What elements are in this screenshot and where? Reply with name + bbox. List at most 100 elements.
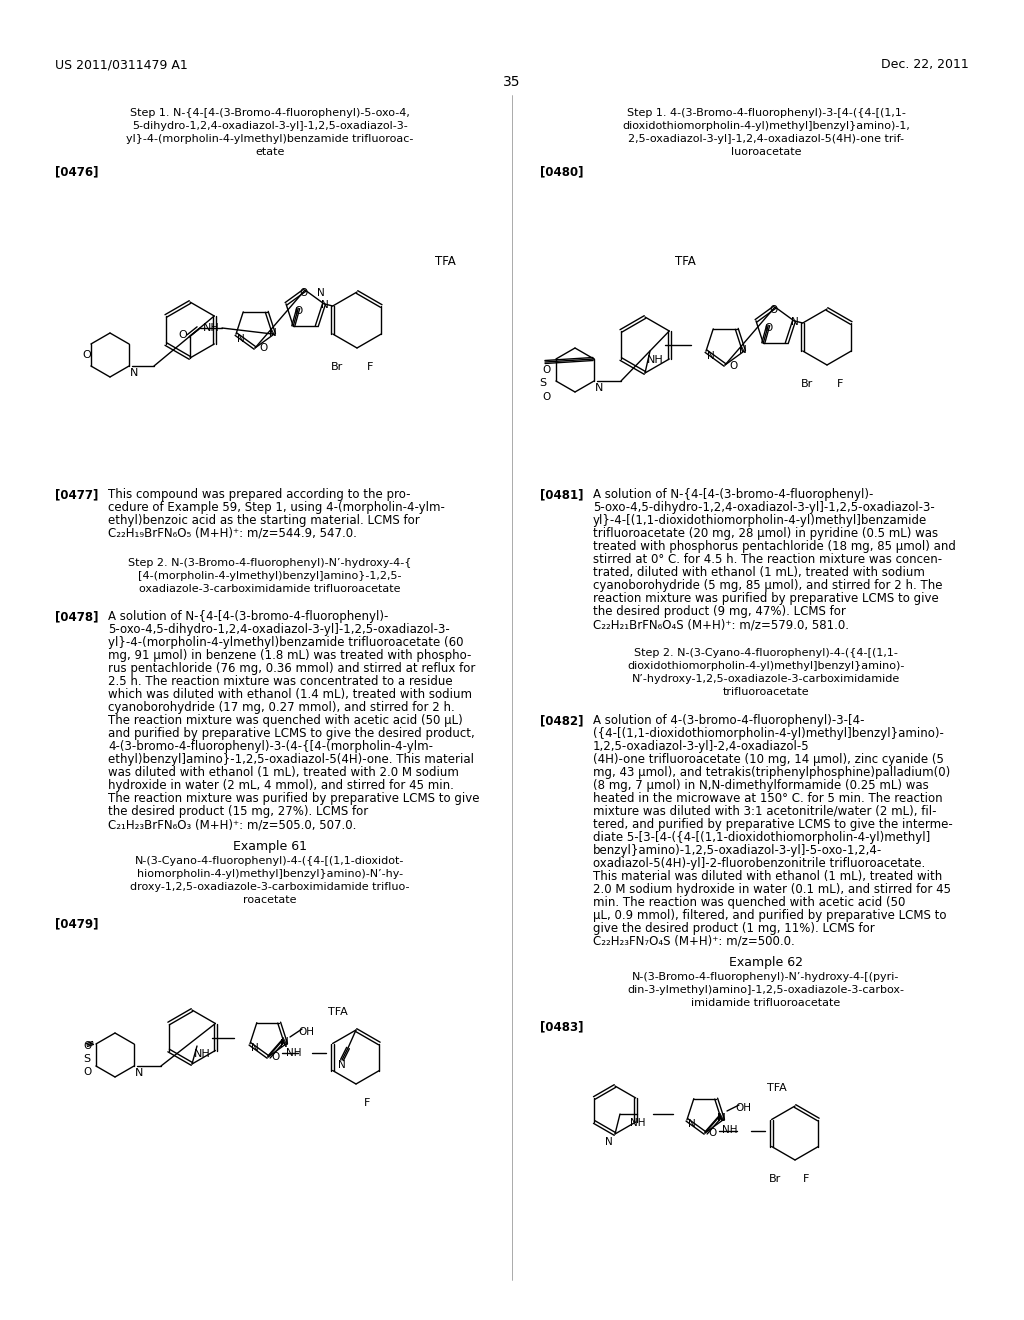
Text: TFA: TFA (328, 1007, 348, 1016)
Text: A solution of N-{4-[4-(3-bromo-4-fluorophenyl)-: A solution of N-{4-[4-(3-bromo-4-fluorop… (593, 488, 873, 502)
Text: ethyl)benzyl]amino}-1,2,5-oxadiazol-5(4H)-one. This material: ethyl)benzyl]amino}-1,2,5-oxadiazol-5(4H… (108, 752, 474, 766)
Text: N: N (269, 327, 276, 338)
Text: O: O (178, 330, 186, 341)
Text: O: O (259, 343, 267, 352)
Text: F: F (364, 1098, 371, 1107)
Text: [4-(morpholin-4-ylmethyl)benzyl]amino}-1,2,5-: [4-(morpholin-4-ylmethyl)benzyl]amino}-1… (138, 572, 401, 581)
Text: O: O (271, 1052, 280, 1063)
Text: (8 mg, 7 μmol) in N,N-dimethylformamide (0.25 mL) was: (8 mg, 7 μmol) in N,N-dimethylformamide … (593, 779, 929, 792)
Text: [0476]: [0476] (55, 165, 98, 178)
Text: N: N (130, 368, 138, 378)
Text: NH: NH (203, 323, 220, 333)
Text: F: F (837, 379, 844, 389)
Text: 5-dihydro-1,2,4-oxadiazol-3-yl]-1,2,5-oxadiazol-3-: 5-dihydro-1,2,4-oxadiazol-3-yl]-1,2,5-ox… (132, 121, 408, 131)
Text: min. The reaction was quenched with acetic acid (50: min. The reaction was quenched with acet… (593, 896, 905, 909)
Text: yl}-4-[(1,1-dioxidothiomorpholin-4-yl)methyl]benzamide: yl}-4-[(1,1-dioxidothiomorpholin-4-yl)me… (593, 513, 928, 527)
Text: N-(3-Cyano-4-fluorophenyl)-4-({4-[(1,1-dioxidot-: N-(3-Cyano-4-fluorophenyl)-4-({4-[(1,1-d… (135, 855, 404, 866)
Text: OH: OH (735, 1104, 751, 1113)
Text: rus pentachloride (76 mg, 0.36 mmol) and stirred at reflux for: rus pentachloride (76 mg, 0.36 mmol) and… (108, 663, 475, 675)
Text: F: F (367, 362, 374, 372)
Text: [0481]: [0481] (540, 488, 584, 502)
Text: 5-oxo-4,5-dihydro-1,2,4-oxadiazol-3-yl]-1,2,5-oxadiazol-3-: 5-oxo-4,5-dihydro-1,2,4-oxadiazol-3-yl]-… (108, 623, 450, 636)
Text: roacetate: roacetate (244, 895, 297, 906)
Text: NH: NH (647, 355, 664, 366)
Text: N: N (717, 1113, 725, 1123)
Text: Step 1. 4-(3-Bromo-4-fluorophenyl)-3-[4-({4-[(1,1-: Step 1. 4-(3-Bromo-4-fluorophenyl)-3-[4-… (627, 108, 905, 117)
Text: din-3-ylmethyl)amino]-1,2,5-oxadiazole-3-carbox-: din-3-ylmethyl)amino]-1,2,5-oxadiazole-3… (628, 985, 904, 995)
Text: ethyl)benzoic acid as the starting material. LCMS for: ethyl)benzoic acid as the starting mater… (108, 513, 420, 527)
Text: S: S (539, 378, 546, 388)
Text: N: N (280, 1039, 288, 1049)
Text: hiomorpholin-4-yl)methyl]benzyl}amino)-N’-hy-: hiomorpholin-4-yl)methyl]benzyl}amino)-N… (137, 869, 403, 879)
Text: mg, 43 μmol), and tetrakis(triphenylphosphine)palladium(0): mg, 43 μmol), and tetrakis(triphenylphos… (593, 766, 950, 779)
Text: N: N (281, 1038, 289, 1047)
Text: μL, 0.9 mmol), filtered, and purified by preparative LCMS to: μL, 0.9 mmol), filtered, and purified by… (593, 909, 946, 921)
Text: N: N (707, 351, 715, 360)
Text: the desired product (9 mg, 47%). LCMS for: the desired product (9 mg, 47%). LCMS fo… (593, 605, 846, 618)
Text: O: O (82, 350, 91, 360)
Text: O: O (764, 323, 772, 333)
Text: mixture was diluted with 3:1 acetonitrile/water (2 mL), fil-: mixture was diluted with 3:1 acetonitril… (593, 805, 937, 818)
Text: A solution of N-{4-[4-(3-bromo-4-fluorophenyl)-: A solution of N-{4-[4-(3-bromo-4-fluorop… (108, 610, 388, 623)
Text: Step 2. N-(3-Bromo-4-fluorophenyl)-N’-hydroxy-4-{: Step 2. N-(3-Bromo-4-fluorophenyl)-N’-hy… (128, 558, 412, 568)
Text: the desired product (15 mg, 27%). LCMS for: the desired product (15 mg, 27%). LCMS f… (108, 805, 369, 818)
Text: ({4-[(1,1-dioxidothiomorpholin-4-yl)methyl]benzyl}amino)-: ({4-[(1,1-dioxidothiomorpholin-4-yl)meth… (593, 727, 944, 741)
Text: NH: NH (722, 1125, 737, 1135)
Text: N-(3-Bromo-4-fluorophenyl)-N’-hydroxy-4-[(pyri-: N-(3-Bromo-4-fluorophenyl)-N’-hydroxy-4-… (632, 972, 900, 982)
Text: N: N (321, 300, 329, 310)
Text: and purified by preparative LCMS to give the desired product,: and purified by preparative LCMS to give… (108, 727, 475, 741)
Text: oxadiazole-3-carboximidamide trifluoroacetate: oxadiazole-3-carboximidamide trifluoroac… (139, 583, 400, 594)
Text: benzyl}amino)-1,2,5-oxadiazol-3-yl]-5-oxo-1,2,4-: benzyl}amino)-1,2,5-oxadiazol-3-yl]-5-ox… (593, 843, 883, 857)
Text: O: O (708, 1129, 716, 1138)
Text: Br: Br (769, 1173, 781, 1184)
Text: [0482]: [0482] (540, 714, 584, 727)
Text: TFA: TFA (767, 1082, 786, 1093)
Text: oxadiazol-5(4H)-yl]-2-fluorobenzonitrile trifluoroacetate.: oxadiazol-5(4H)-yl]-2-fluorobenzonitrile… (593, 857, 926, 870)
Text: F: F (803, 1173, 809, 1184)
Text: O: O (83, 1067, 91, 1077)
Text: O: O (542, 392, 550, 403)
Text: droxy-1,2,5-oxadiazole-3-carboximidamide trifluo-: droxy-1,2,5-oxadiazole-3-carboximidamide… (130, 882, 410, 892)
Text: N: N (135, 1068, 143, 1078)
Text: diate 5-[3-[4-({4-[(1,1-dioxidothiomorpholin-4-yl)methyl]: diate 5-[3-[4-({4-[(1,1-dioxidothiomorph… (593, 832, 930, 843)
Text: was diluted with ethanol (1 mL), treated with 2.0 M sodium: was diluted with ethanol (1 mL), treated… (108, 766, 459, 779)
Text: which was diluted with ethanol (1.4 mL), treated with sodium: which was diluted with ethanol (1.4 mL),… (108, 688, 472, 701)
Text: OH: OH (298, 1027, 314, 1038)
Text: N: N (595, 383, 603, 393)
Text: stirred at 0° C. for 4.5 h. The reaction mixture was concen-: stirred at 0° C. for 4.5 h. The reaction… (593, 553, 942, 566)
Text: hydroxide in water (2 mL, 4 mmol), and stirred for 45 min.: hydroxide in water (2 mL, 4 mmol), and s… (108, 779, 454, 792)
Text: N: N (317, 288, 325, 298)
Text: 5-oxo-4,5-dihydro-1,2,4-oxadiazol-3-yl]-1,2,5-oxadiazol-3-: 5-oxo-4,5-dihydro-1,2,4-oxadiazol-3-yl]-… (593, 502, 935, 513)
Text: Br: Br (331, 362, 343, 372)
Text: treated with phosphorus pentachloride (18 mg, 85 μmol) and: treated with phosphorus pentachloride (1… (593, 540, 955, 553)
Text: NH: NH (630, 1118, 645, 1129)
Text: trifluoroacetate (20 mg, 28 μmol) in pyridine (0.5 mL) was: trifluoroacetate (20 mg, 28 μmol) in pyr… (593, 527, 938, 540)
Text: cyanoborohydride (5 mg, 85 μmol), and stirred for 2 h. The: cyanoborohydride (5 mg, 85 μmol), and st… (593, 579, 942, 591)
Text: imidamide trifluoroacetate: imidamide trifluoroacetate (691, 998, 841, 1008)
Text: 2,5-oxadiazol-3-yl]-1,2,4-oxadiazol-5(4H)-one trif-: 2,5-oxadiazol-3-yl]-1,2,4-oxadiazol-5(4H… (628, 135, 904, 144)
Text: O: O (83, 1041, 91, 1051)
Text: [0480]: [0480] (540, 165, 584, 178)
Text: A solution of 4-(3-bromo-4-fluorophenyl)-3-[4-: A solution of 4-(3-bromo-4-fluorophenyl)… (593, 714, 864, 727)
Text: [0483]: [0483] (540, 1020, 584, 1034)
Text: N: N (605, 1137, 612, 1147)
Text: trated, diluted with ethanol (1 mL), treated with sodium: trated, diluted with ethanol (1 mL), tre… (593, 566, 925, 579)
Text: 2.0 M sodium hydroxide in water (0.1 mL), and stirred for 45: 2.0 M sodium hydroxide in water (0.1 mL)… (593, 883, 951, 896)
Text: O: O (294, 306, 302, 317)
Text: cedure of Example 59, Step 1, using 4-(morpholin-4-ylm-: cedure of Example 59, Step 1, using 4-(m… (108, 502, 444, 513)
Text: yl}-4-(morpholin-4-ylmethyl)benzamide trifluoroacetate (60: yl}-4-(morpholin-4-ylmethyl)benzamide tr… (108, 636, 464, 649)
Text: trifluoroacetate: trifluoroacetate (723, 686, 809, 697)
Text: Dec. 22, 2011: Dec. 22, 2011 (882, 58, 969, 71)
Text: O: O (769, 305, 777, 315)
Text: (4H)-one trifluoroacetate (10 mg, 14 μmol), zinc cyanide (5: (4H)-one trifluoroacetate (10 mg, 14 μmo… (593, 752, 944, 766)
Text: 35: 35 (503, 75, 521, 88)
Text: give the desired product (1 mg, 11%). LCMS for: give the desired product (1 mg, 11%). LC… (593, 921, 874, 935)
Text: US 2011/0311479 A1: US 2011/0311479 A1 (55, 58, 187, 71)
Text: C₂₂H₁₉BrFN₆O₅ (M+H)⁺: m/z=544.9, 547.0.: C₂₂H₁₉BrFN₆O₅ (M+H)⁺: m/z=544.9, 547.0. (108, 527, 357, 540)
Text: TFA: TFA (435, 255, 456, 268)
Text: C₂₂H₂₃FN₇O₄S (M+H)⁺: m/z=500.0.: C₂₂H₂₃FN₇O₄S (M+H)⁺: m/z=500.0. (593, 935, 795, 948)
Text: N: N (251, 1043, 259, 1053)
Text: S: S (83, 1053, 90, 1064)
Text: This compound was prepared according to the pro-: This compound was prepared according to … (108, 488, 411, 502)
Text: mg, 91 μmol) in benzene (1.8 mL) was treated with phospho-: mg, 91 μmol) in benzene (1.8 mL) was tre… (108, 649, 471, 663)
